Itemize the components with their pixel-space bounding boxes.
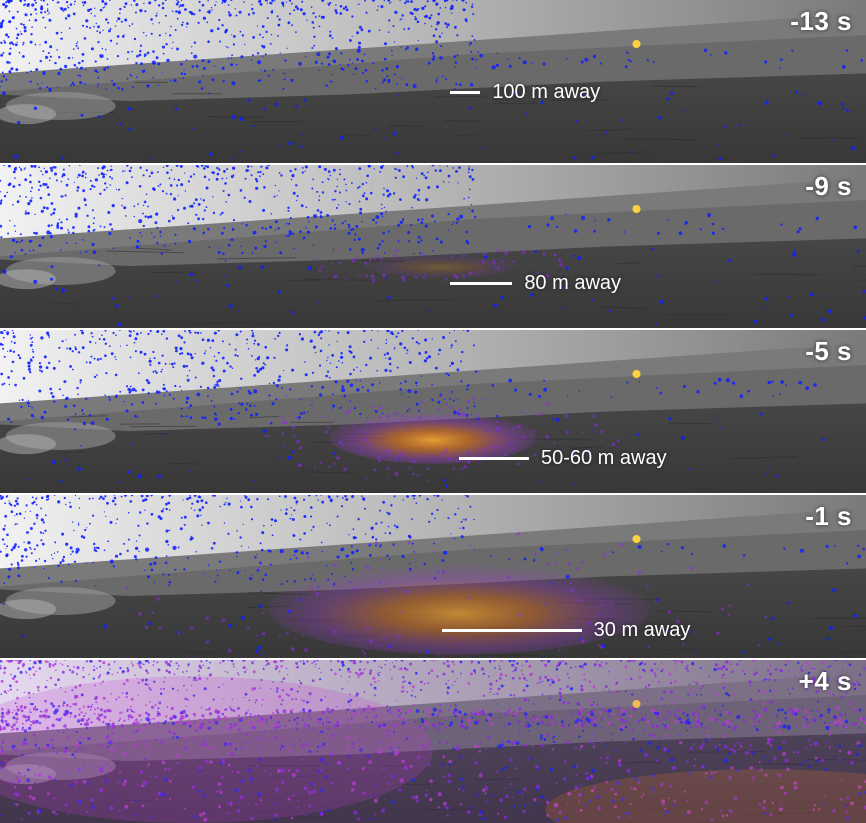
time-offset-label: -13 s — [790, 6, 852, 37]
sequence-panel: -13 s 100 m away — [0, 0, 866, 163]
time-offset-label: -9 s — [805, 171, 852, 202]
scale-bar — [450, 282, 512, 285]
scale-distance-label: 50-60 m away — [541, 447, 667, 470]
scale-distance-label: 30 m away — [594, 619, 691, 642]
time-offset-label: -5 s — [805, 336, 852, 367]
scale-bar — [450, 91, 480, 94]
scale-distance-label: 80 m away — [524, 272, 621, 295]
dust-devil-sequence-figure: -13 s 100 m away -9 s 80 m away — [0, 0, 866, 823]
time-offset-label: -1 s — [805, 501, 852, 532]
time-offset-label: +4 s — [799, 666, 852, 697]
sequence-panel: +4 s — [0, 658, 866, 823]
scale-bar — [442, 629, 582, 632]
distance-scale: 30 m away — [442, 619, 691, 642]
sequence-panel: -9 s 80 m away — [0, 163, 866, 328]
scale-bar — [459, 457, 529, 460]
sequence-panel: -1 s 30 m away — [0, 493, 866, 658]
scale-distance-label: 100 m away — [492, 81, 600, 104]
distance-scale: 100 m away — [450, 81, 600, 104]
distance-scale: 80 m away — [450, 272, 621, 295]
sequence-panel: -5 s 50-60 m away — [0, 328, 866, 493]
distance-scale: 50-60 m away — [459, 447, 667, 470]
